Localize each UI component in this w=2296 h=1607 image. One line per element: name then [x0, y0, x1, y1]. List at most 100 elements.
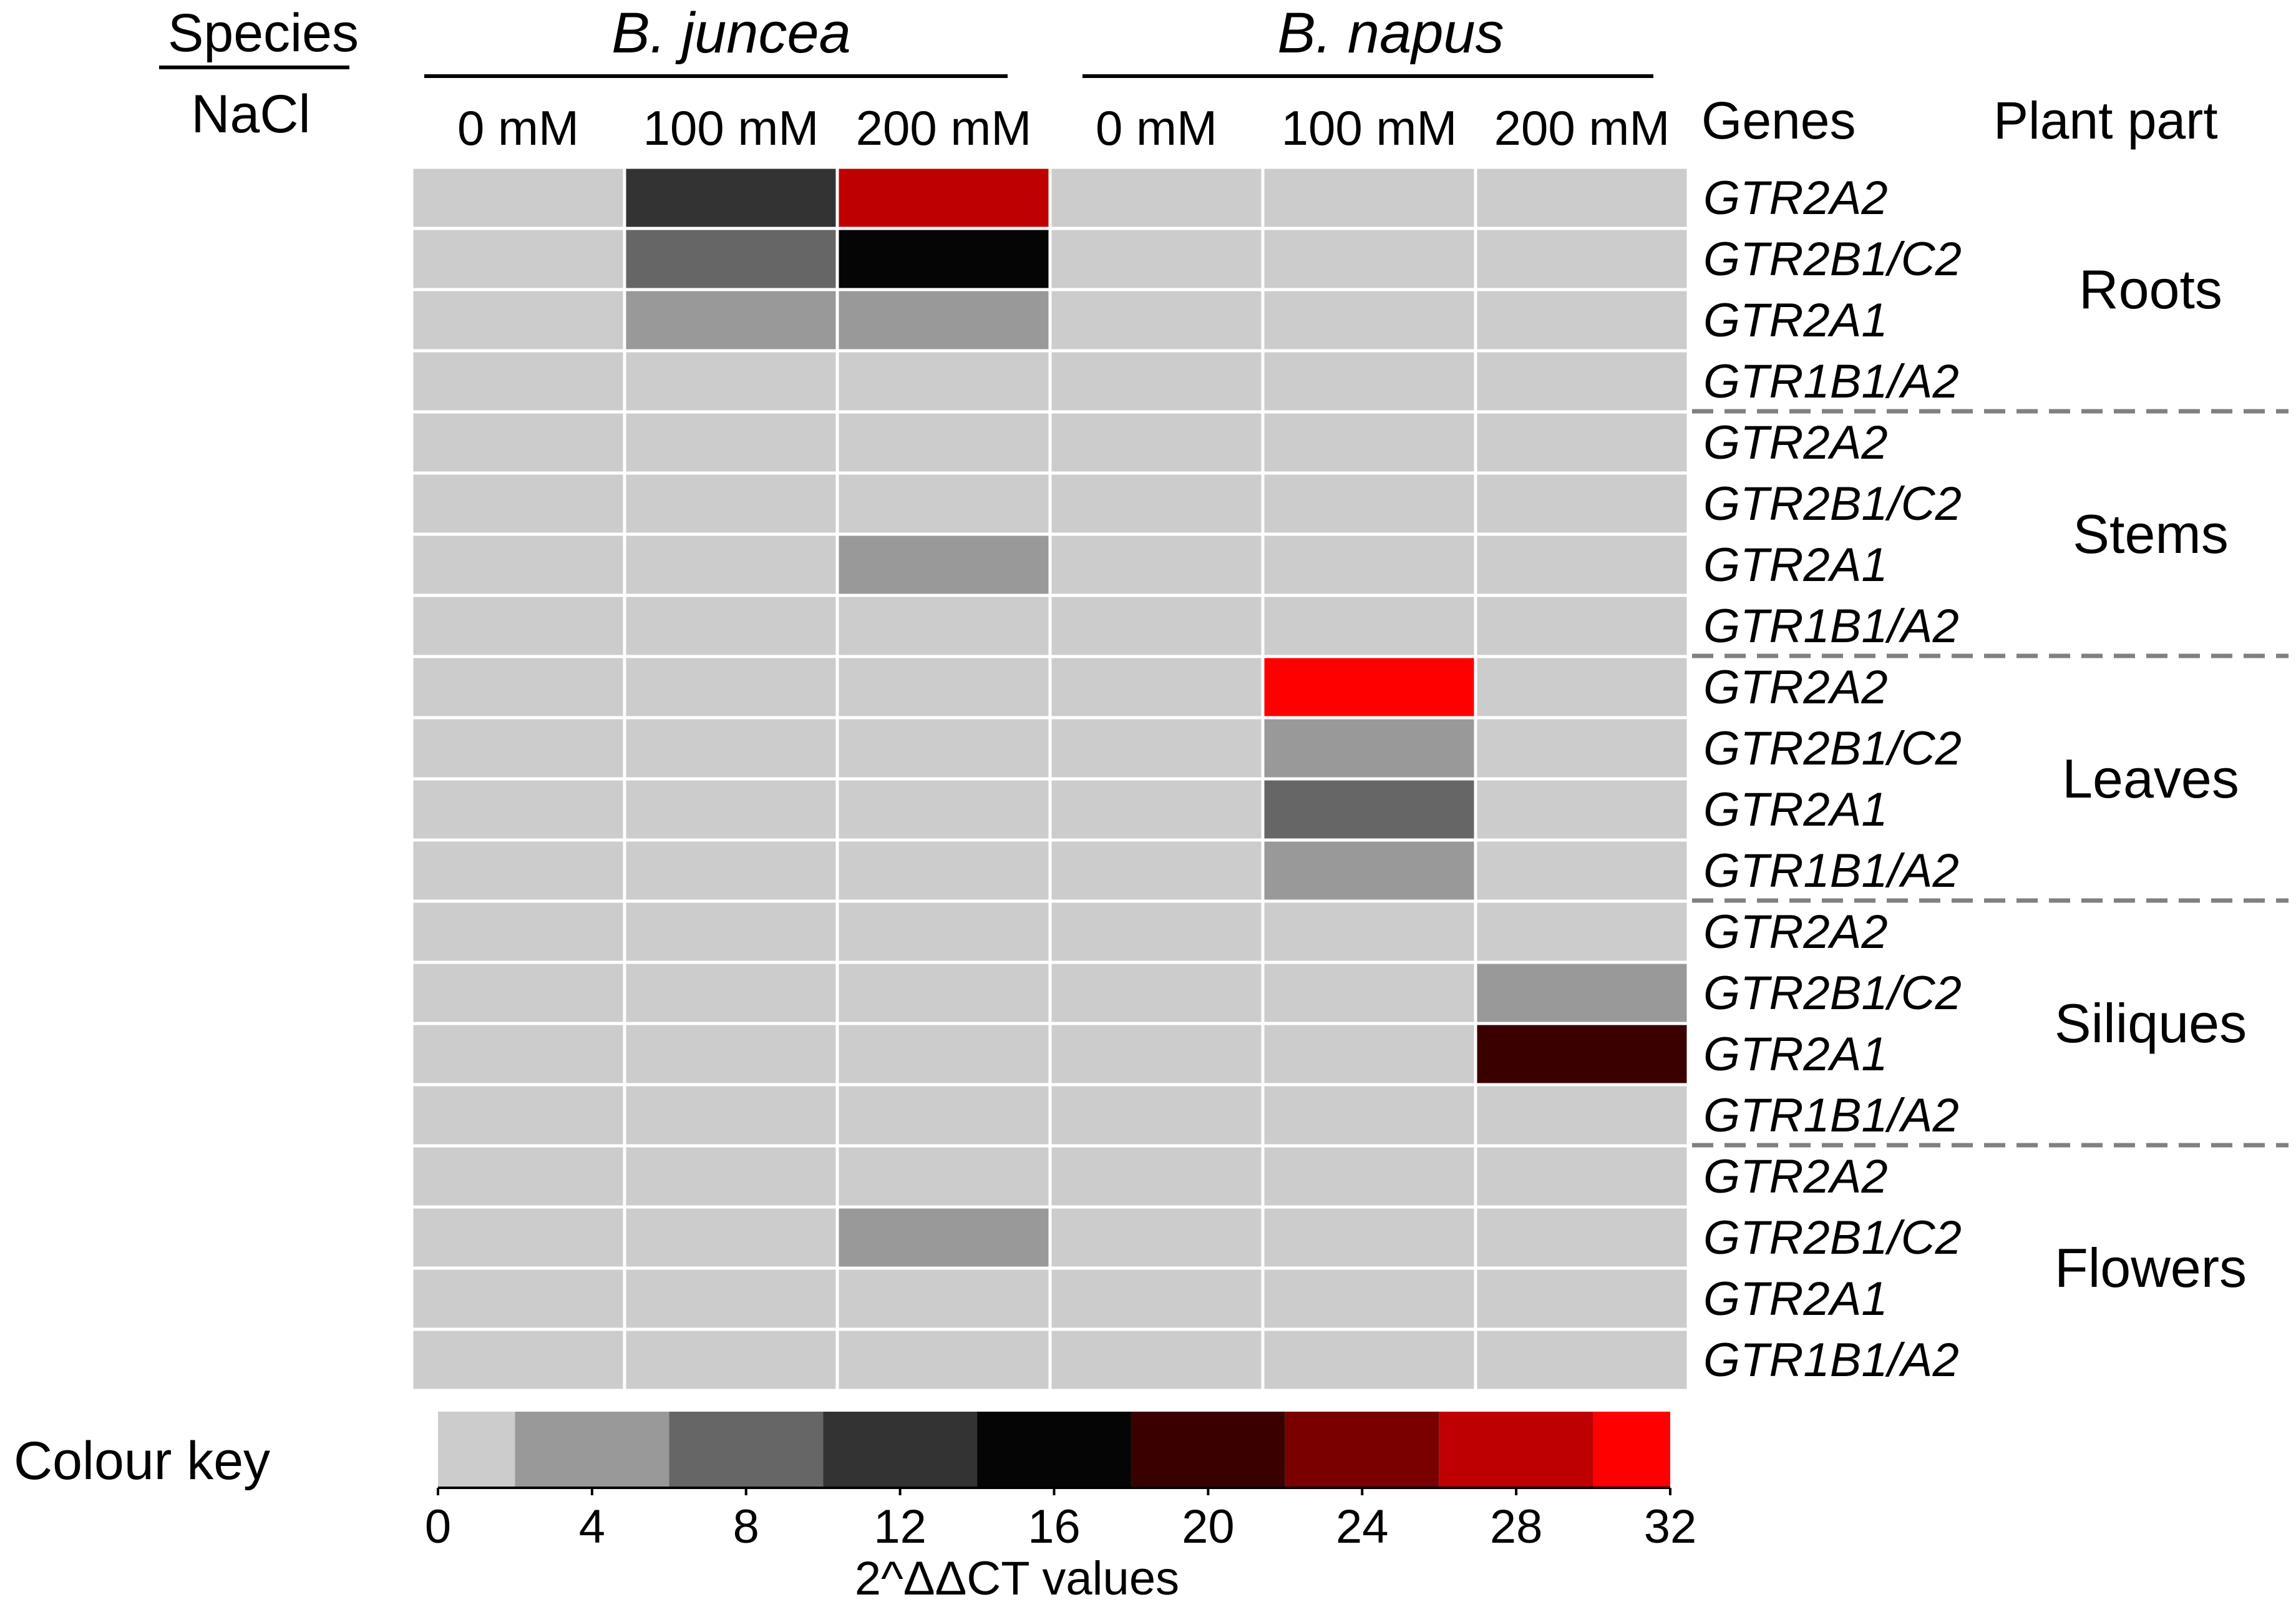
plant-part-label: Siliques [2055, 992, 2247, 1054]
heatmap-cell [1048, 899, 1265, 964]
heatmap-cell [1261, 1022, 1477, 1087]
plant-part-label: Flowers [2055, 1237, 2247, 1299]
heatmap-cell [835, 471, 1052, 536]
plant-part-labels: Roots Stems Leaves Siliques Flowers [2055, 258, 2247, 1299]
heatmap-cell [1474, 838, 1690, 903]
heatmap-cell [1261, 838, 1477, 903]
heatmap-cell [1048, 1327, 1265, 1392]
gene-label: GTR2A1 [1703, 1272, 1888, 1326]
gene-label: GTR2A1 [1703, 783, 1888, 836]
heatmap-cell [1474, 227, 1690, 291]
heatmap-cell [410, 471, 626, 536]
heatmap-cell [623, 960, 839, 1025]
plant-part-label: Stems [2073, 503, 2228, 565]
heatmap-cell [1261, 410, 1477, 475]
colour-key-xlabel: 2^ΔΔCT values [855, 1552, 1179, 1604]
heatmap-cell [1474, 1266, 1690, 1331]
heatmap-cell [835, 1022, 1052, 1087]
heatmap-cell [1474, 1144, 1690, 1209]
colour-key-tick-label: 8 [733, 1500, 759, 1553]
gene-label: GTR2A2 [1703, 906, 1888, 959]
heatmap-cell [1261, 777, 1477, 842]
heatmap-cell [1048, 532, 1265, 597]
gene-label: GTR2B1/C2 [1703, 1211, 1962, 1264]
heatmap-cell [1048, 777, 1265, 842]
heatmap-cell [410, 1022, 626, 1087]
heatmap-cell [410, 1205, 626, 1270]
heatmap-cells [410, 165, 1690, 1392]
heatmap-cell [1261, 165, 1477, 230]
heatmap-cell [410, 838, 626, 903]
species-label: Species [168, 3, 359, 63]
colour-key-bin [515, 1412, 669, 1488]
colour-key-bin [1439, 1412, 1593, 1488]
species-title-napus: B. napus [1277, 1, 1504, 65]
column-label: 200 mM [856, 100, 1032, 155]
heatmap-cell [835, 716, 1052, 781]
colour-key-bin [823, 1412, 978, 1488]
heatmap-cell [623, 1144, 839, 1209]
heatmap-cell [1048, 655, 1265, 720]
heatmap-cell [1261, 960, 1477, 1025]
heatmap-cell [410, 716, 626, 781]
heatmap-cell [1048, 1266, 1265, 1331]
heatmap-cell [1474, 899, 1690, 964]
heatmap-cell [835, 227, 1052, 291]
heatmap-cell [1474, 716, 1690, 781]
heatmap-cell [623, 655, 839, 720]
heatmap-cell [1474, 471, 1690, 536]
heatmap-cell [835, 1327, 1052, 1392]
heatmap-cell [623, 838, 839, 903]
heatmap-cell [623, 1083, 839, 1148]
heatmap-cell [1048, 838, 1265, 903]
plant-part-header: Plant part [1993, 91, 2218, 150]
heatmap-cell [1048, 349, 1265, 414]
heatmap-cell [835, 532, 1052, 597]
heatmap-cell [1261, 471, 1477, 536]
plant-part-separators [1692, 409, 2289, 1148]
heatmap-cell [1048, 1205, 1265, 1270]
gene-label: GTR2B1/C2 [1703, 477, 1962, 530]
heatmap-cell [835, 1266, 1052, 1331]
colour-key-tick-label: 32 [1644, 1500, 1697, 1553]
heatmap-cell [1474, 1327, 1690, 1392]
heatmap-cell [623, 593, 839, 658]
colour-key-tick-label: 16 [1028, 1500, 1081, 1553]
colour-key-bar [438, 1412, 1670, 1488]
gene-label: GTR2A2 [1703, 661, 1888, 714]
heatmap-cell [1048, 165, 1265, 230]
colour-key-title: Colour key [14, 1431, 270, 1491]
heatmap-cell [1474, 655, 1690, 720]
heatmap-cell [623, 1022, 839, 1087]
heatmap-cell [1261, 532, 1477, 597]
heatmap-cell [623, 532, 839, 597]
heatmap-cell [1048, 227, 1265, 291]
heatmap-cell [1261, 655, 1477, 720]
heatmap-cell [1474, 1205, 1690, 1270]
heatmap-cell [1048, 471, 1265, 536]
heatmap-cell [1261, 1083, 1477, 1148]
gene-labels: GTR2A2 GTR2B1/C2 GTR2A1 GTR1B1/A2 GTR2A2 GTR2… [1703, 172, 1962, 1387]
gene-label: GTR1B1/A2 [1703, 1089, 1959, 1142]
heatmap-cell [623, 410, 839, 475]
heatmap-cell [623, 716, 839, 781]
colour-key-tick-label: 4 [579, 1500, 605, 1553]
heatmap-cell [410, 165, 626, 230]
heatmap-cell [1048, 410, 1265, 475]
heatmap-cell [410, 777, 626, 842]
heatmap-cell [1261, 349, 1477, 414]
heatmap-cell [835, 655, 1052, 720]
heatmap-cell [623, 899, 839, 964]
heatmap-cell [410, 1266, 626, 1331]
colour-key-bin [669, 1412, 824, 1488]
heatmap-cell [1048, 960, 1265, 1025]
species-title-juncea: B. juncea [611, 1, 851, 65]
heatmap-cell [1048, 1083, 1265, 1148]
colour-key-tick-label: 28 [1490, 1500, 1543, 1553]
heatmap-cell [410, 410, 626, 475]
colour-key-bin [438, 1412, 515, 1488]
colour-key-bin [977, 1412, 1131, 1488]
heatmap-cell [1474, 1022, 1690, 1087]
gene-label: GTR2B1/C2 [1703, 233, 1962, 286]
